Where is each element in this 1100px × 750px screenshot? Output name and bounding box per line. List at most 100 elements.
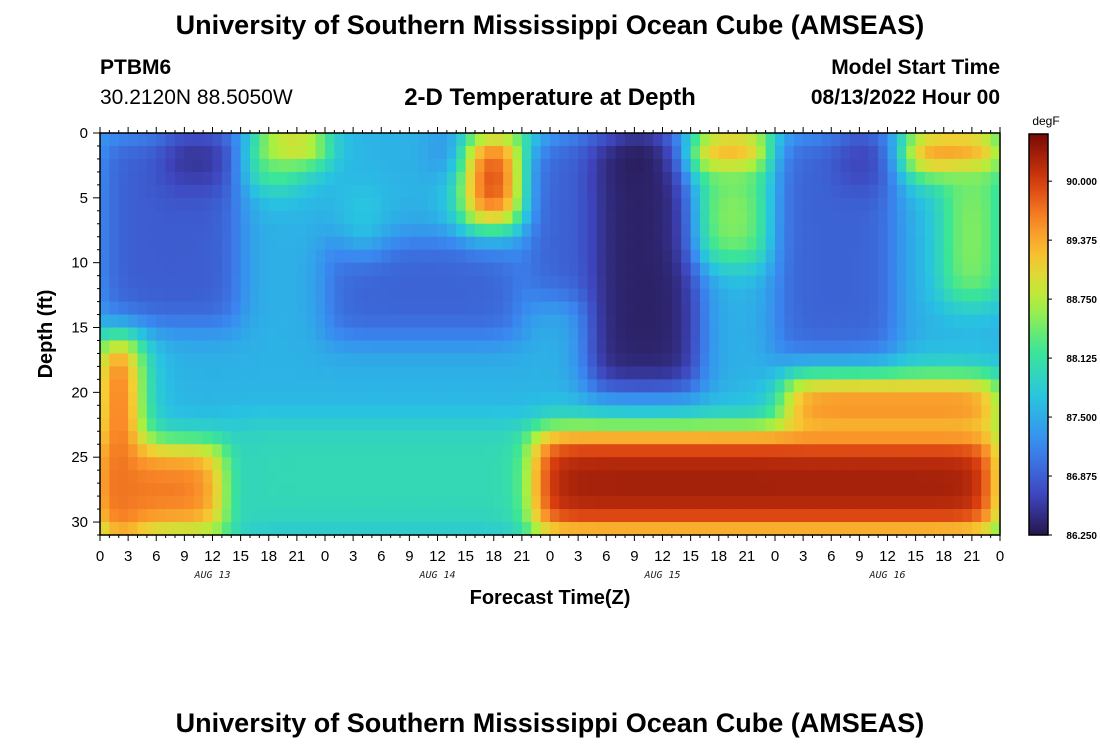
- heatmap-cell: [325, 522, 335, 536]
- heatmap-cell: [371, 249, 382, 264]
- heatmap-cell: [521, 444, 532, 458]
- heatmap-cell: [953, 340, 964, 355]
- heatmap-cell: [634, 197, 645, 212]
- heatmap-cell: [250, 340, 260, 355]
- heatmap-cell: [287, 133, 298, 147]
- heatmap-cell: [578, 262, 589, 277]
- heatmap-cell: [906, 314, 917, 329]
- heatmap-cell: [943, 431, 954, 445]
- heatmap-cell: [981, 418, 992, 432]
- heatmap-cell: [493, 145, 504, 160]
- heatmap-cell: [578, 392, 589, 406]
- heatmap-cell: [850, 236, 860, 251]
- heatmap-cell: [484, 509, 495, 523]
- heatmap-cell: [981, 392, 992, 406]
- heatmap-cell: [596, 249, 607, 264]
- heatmap-cell: [793, 288, 804, 303]
- heatmap-cell: [643, 444, 654, 458]
- heatmap-cell: [559, 405, 570, 419]
- heatmap-cell: [521, 249, 532, 264]
- heatmap-cell: [587, 379, 598, 393]
- heatmap-cell: [371, 509, 382, 523]
- heatmap-cell: [100, 431, 110, 445]
- heatmap-cell: [409, 275, 420, 290]
- heatmap-cell: [625, 301, 635, 316]
- heatmap-cell: [671, 223, 682, 238]
- heatmap-cell: [315, 444, 326, 458]
- heatmap-cell: [718, 457, 729, 471]
- heatmap-cell: [268, 340, 279, 355]
- heatmap-cell: [371, 275, 382, 290]
- heatmap-cell: [493, 249, 504, 264]
- heatmap-cell: [521, 327, 532, 342]
- heatmap-cell: [184, 431, 195, 445]
- heatmap-cell: [709, 171, 720, 186]
- heatmap-cell: [531, 379, 542, 393]
- heatmap-cell: [418, 236, 429, 251]
- heatmap-cell: [625, 262, 635, 277]
- heatmap-cell: [662, 379, 673, 393]
- heatmap-cell: [137, 262, 148, 277]
- heatmap-cell: [456, 288, 467, 303]
- heatmap-cell: [775, 483, 785, 497]
- heatmap-cell: [203, 392, 214, 406]
- heatmap-cell: [831, 522, 842, 536]
- heatmap-cell: [493, 353, 504, 368]
- heatmap-cell: [887, 275, 898, 290]
- heatmap-cell: [962, 340, 973, 355]
- heatmap-cell: [934, 301, 945, 316]
- heatmap-cell: [362, 288, 373, 303]
- heatmap-cell: [793, 184, 804, 199]
- heatmap-cell: [990, 392, 1001, 406]
- heatmap-cell: [653, 509, 664, 523]
- heatmap-cell: [212, 431, 223, 445]
- heatmap-cell: [306, 431, 317, 445]
- heatmap-cell: [606, 133, 617, 147]
- heatmap-cell: [793, 210, 804, 225]
- heatmap-cell: [475, 249, 485, 264]
- colorbar-tick-label: 87.500: [1066, 413, 1097, 424]
- heatmap-cell: [287, 457, 298, 471]
- heatmap-cell: [596, 522, 607, 536]
- heatmap-cell: [259, 509, 270, 523]
- heatmap-cell: [625, 133, 635, 147]
- heatmap-cell: [381, 327, 392, 342]
- heatmap-cell: [934, 223, 945, 238]
- heatmap-cell: [278, 444, 289, 458]
- heatmap-cell: [728, 184, 739, 199]
- heatmap-cell: [521, 223, 532, 238]
- heatmap-cell: [212, 301, 223, 316]
- heatmap-cell: [128, 314, 139, 329]
- heatmap-cell: [878, 444, 889, 458]
- heatmap-cell: [578, 314, 589, 329]
- heatmap-cell: [343, 314, 354, 329]
- heatmap-cell: [971, 184, 982, 199]
- heatmap-cell: [934, 457, 945, 471]
- heatmap-cell: [521, 301, 532, 316]
- heatmap-cell: [906, 457, 917, 471]
- heatmap-cell: [615, 210, 626, 225]
- heatmap-cell: [268, 522, 279, 536]
- heatmap-cell: [484, 158, 495, 173]
- heatmap-cell: [428, 262, 439, 277]
- heatmap-cell: [990, 197, 1001, 212]
- heatmap-cell: [896, 171, 907, 186]
- heatmap-cell: [334, 522, 345, 536]
- heatmap-cell: [343, 522, 354, 536]
- heatmap-cell: [850, 444, 860, 458]
- heatmap-cell: [165, 275, 176, 290]
- heatmap-cell: [887, 379, 898, 393]
- heatmap-cell: [418, 275, 429, 290]
- heatmap-cell: [615, 145, 626, 160]
- heatmap-cell: [128, 366, 139, 380]
- heatmap-cell: [559, 431, 570, 445]
- heatmap-cell: [625, 379, 635, 393]
- heatmap-cell: [784, 483, 795, 497]
- heatmap-cell: [615, 405, 626, 419]
- heatmap-cell: [156, 353, 167, 368]
- heatmap-cell: [128, 444, 139, 458]
- heatmap-cell: [728, 522, 739, 536]
- heatmap-cell: [690, 275, 701, 290]
- heatmap-cell: [615, 496, 626, 510]
- heatmap-cell: [475, 496, 485, 510]
